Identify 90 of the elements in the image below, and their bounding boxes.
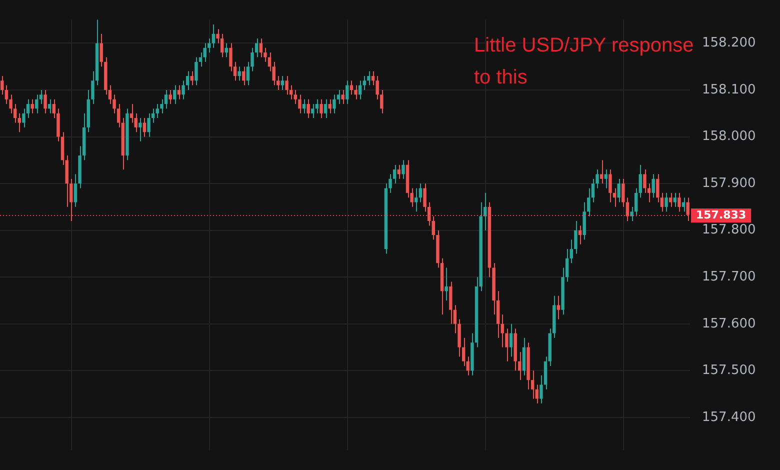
- candlestick: [664, 192, 668, 212]
- candlestick: [294, 89, 298, 105]
- candlestick: [376, 75, 379, 100]
- candlestick: [147, 112, 150, 138]
- candlestick: [35, 94, 38, 114]
- candlestick: [418, 183, 422, 203]
- ref-line-label: 157.833: [696, 208, 746, 222]
- candlestick: [449, 281, 452, 324]
- candlestick: [186, 70, 190, 90]
- candlestick: [9, 94, 12, 114]
- candlestick: [367, 70, 370, 86]
- candlestick: [74, 174, 78, 208]
- candlestick: [414, 188, 418, 212]
- candlestick: [673, 192, 677, 208]
- candlestick: [686, 197, 690, 222]
- candlestick: [392, 164, 396, 184]
- candlestick: [336, 89, 340, 105]
- candlestick: [280, 75, 284, 90]
- candlestick: [432, 216, 436, 240]
- candlestick: [402, 160, 405, 180]
- candlestick: [30, 98, 34, 114]
- y-tick-label: 158.000: [702, 129, 756, 144]
- candlestick: [311, 104, 314, 119]
- candlestick: [540, 374, 543, 404]
- candlestick: [530, 370, 534, 400]
- y-tick-label: 157.800: [702, 222, 756, 238]
- candlestick: [298, 94, 302, 114]
- candlestick: [198, 52, 202, 68]
- candlestick: [380, 89, 384, 114]
- candlestick: [604, 169, 608, 189]
- y-tick-label: 157.700: [702, 269, 756, 284]
- candlestick: [242, 66, 246, 86]
- candlestick: [0, 75, 4, 96]
- y-tick-label: 158.200: [702, 36, 756, 51]
- candlestick: [600, 160, 604, 184]
- candlestick: [668, 192, 672, 208]
- candlestick: [556, 295, 560, 320]
- candlestick: [652, 174, 655, 198]
- candlestick: [229, 42, 232, 72]
- candlestick: [522, 337, 526, 376]
- candlestick: [44, 89, 47, 114]
- candlestick: [160, 98, 164, 114]
- candlestick: [622, 178, 625, 208]
- candlestick: [320, 98, 323, 119]
- candlestick: [164, 89, 168, 110]
- candlestick: [505, 328, 508, 362]
- candlestick: [182, 80, 185, 100]
- candlestick: [194, 56, 198, 86]
- candlestick: [638, 164, 642, 198]
- y-tick-label: 157.500: [702, 363, 756, 378]
- candlestick: [626, 197, 630, 222]
- candlestick: [259, 38, 263, 58]
- candlestick: [509, 323, 513, 358]
- candlestick: [4, 84, 8, 105]
- candlestick: [100, 33, 103, 68]
- candlestick: [332, 94, 336, 114]
- candlestick: [346, 80, 349, 105]
- candlestick: [220, 33, 224, 58]
- candlestick: [570, 239, 574, 264]
- candlestick: [306, 98, 310, 119]
- candlestick: [156, 104, 160, 119]
- candlestick: [341, 89, 344, 105]
- candlestick: [285, 75, 288, 96]
- candlestick: [142, 118, 146, 138]
- candlestick: [643, 169, 646, 194]
- y-tick-label: 157.600: [702, 316, 756, 332]
- candlestick: [462, 337, 466, 366]
- candlestick: [354, 84, 358, 100]
- candlestick: [168, 89, 172, 105]
- y-tick-label: 157.400: [702, 410, 756, 425]
- candlestick: [678, 192, 681, 212]
- candlestick: [238, 66, 241, 82]
- candlestick: [608, 169, 612, 203]
- candlestick: [362, 75, 366, 90]
- candlestick: [254, 38, 258, 58]
- candlestick: [587, 188, 590, 217]
- candlestick: [634, 188, 638, 217]
- candlestick: [617, 178, 620, 203]
- candlestick: [444, 267, 448, 301]
- candlestick: [324, 98, 328, 119]
- y-tick-label: 158.100: [702, 82, 756, 98]
- candlestick: [173, 84, 176, 105]
- candlestick: [582, 202, 586, 240]
- candlestick: [656, 174, 660, 203]
- y-tick-label: 157.900: [702, 176, 756, 191]
- candlestick: [518, 351, 522, 381]
- candlestick: [574, 220, 578, 254]
- candlestick: [138, 118, 142, 142]
- annotation: Little USD/JPY response to this: [474, 34, 694, 89]
- candlestick: [22, 108, 26, 128]
